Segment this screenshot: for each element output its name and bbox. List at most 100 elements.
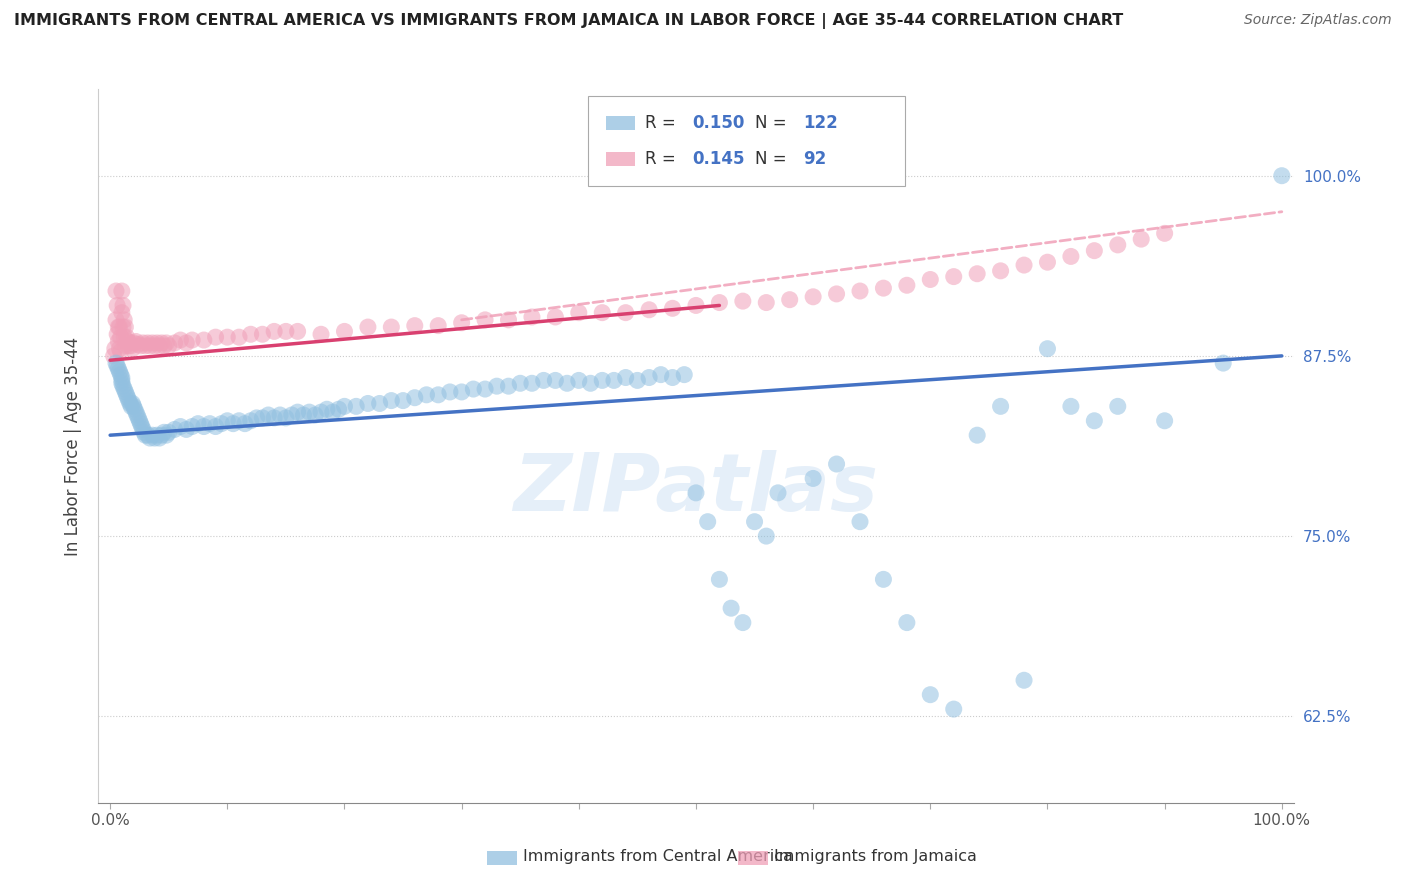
Point	[107, 320, 129, 334]
Point	[110, 330, 132, 344]
Point	[150, 335, 173, 350]
Point	[673, 368, 696, 382]
Point	[108, 365, 131, 379]
Point	[146, 428, 169, 442]
Point	[134, 339, 156, 353]
Text: Source: ZipAtlas.com: Source: ZipAtlas.com	[1244, 13, 1392, 28]
Point	[555, 376, 578, 391]
Point	[568, 373, 591, 387]
Point	[112, 298, 135, 312]
Point	[131, 419, 153, 434]
Point	[153, 339, 176, 353]
Point	[198, 417, 221, 431]
Text: N =: N =	[755, 150, 792, 168]
Point	[287, 325, 309, 339]
Point	[139, 339, 162, 353]
Point	[169, 333, 191, 347]
Point	[120, 400, 142, 414]
Point	[942, 269, 965, 284]
Point	[344, 400, 367, 414]
Point	[520, 376, 543, 391]
FancyBboxPatch shape	[486, 851, 517, 865]
Point	[966, 267, 988, 281]
Point	[121, 342, 143, 356]
Point	[117, 391, 139, 405]
Point	[157, 425, 180, 440]
Point	[115, 388, 138, 402]
Point	[105, 298, 128, 312]
Point	[1212, 356, 1234, 370]
Point	[124, 402, 146, 417]
Point	[228, 330, 250, 344]
Point	[127, 410, 149, 425]
Point	[1153, 227, 1175, 241]
Point	[696, 515, 718, 529]
Point	[217, 330, 239, 344]
Point	[966, 428, 988, 442]
Point	[591, 306, 613, 320]
Point	[544, 373, 567, 387]
Point	[114, 339, 136, 353]
Point	[304, 408, 326, 422]
Point	[755, 529, 778, 543]
Point	[129, 339, 152, 353]
Point	[872, 572, 894, 586]
Point	[239, 327, 262, 342]
Point	[1107, 400, 1129, 414]
Point	[316, 402, 339, 417]
Point	[115, 330, 138, 344]
Point	[143, 339, 166, 353]
Point	[849, 515, 872, 529]
Point	[1012, 258, 1035, 272]
Point	[896, 615, 918, 630]
Point	[150, 428, 173, 442]
Point	[509, 376, 531, 391]
Point	[661, 370, 683, 384]
Point	[920, 272, 942, 286]
Point	[1271, 169, 1294, 183]
Point	[105, 327, 128, 342]
Point	[114, 320, 136, 334]
Point	[661, 301, 683, 316]
Point	[136, 428, 159, 442]
Point	[1012, 673, 1035, 688]
FancyBboxPatch shape	[738, 851, 768, 865]
Point	[163, 422, 186, 436]
Point	[709, 295, 731, 310]
Point	[1083, 414, 1105, 428]
Point	[155, 428, 177, 442]
Point	[720, 601, 742, 615]
Point	[380, 393, 402, 408]
Point	[120, 396, 141, 410]
Point	[111, 370, 134, 384]
Point	[103, 349, 125, 363]
Point	[204, 330, 226, 344]
Point	[108, 342, 131, 356]
Point	[157, 339, 180, 353]
Point	[257, 408, 280, 422]
Point	[233, 417, 256, 431]
Point	[1153, 414, 1175, 428]
FancyBboxPatch shape	[606, 152, 636, 166]
Point	[155, 335, 177, 350]
Point	[990, 400, 1012, 414]
Point	[136, 335, 159, 350]
Point	[357, 396, 380, 410]
Point	[239, 414, 262, 428]
Point	[415, 388, 437, 402]
Y-axis label: In Labor Force | Age 35-44: In Labor Force | Age 35-44	[63, 336, 82, 556]
Point	[125, 405, 148, 419]
Point	[298, 405, 321, 419]
Point	[269, 408, 291, 422]
Point	[520, 310, 543, 324]
Point	[228, 414, 250, 428]
Point	[825, 286, 848, 301]
Point	[141, 335, 163, 350]
Text: ZIPatlas: ZIPatlas	[513, 450, 879, 528]
Point	[217, 414, 239, 428]
Point	[638, 370, 661, 384]
Point	[626, 373, 648, 387]
Point	[129, 417, 152, 431]
Point	[112, 320, 135, 334]
Point	[127, 408, 149, 422]
